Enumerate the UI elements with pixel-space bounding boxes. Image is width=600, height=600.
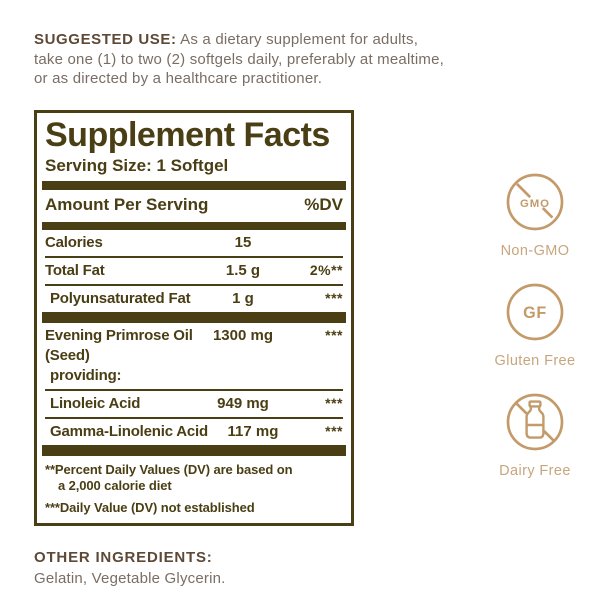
badge-label: Gluten Free: [494, 353, 576, 369]
divider-bar: [42, 445, 346, 456]
amount-per-serving-header: Amount Per Serving: [45, 195, 209, 214]
row-amount: 1300 mg: [212, 327, 274, 344]
supplement-facts-panel: Supplement Facts Serving Size: 1 Softgel…: [34, 110, 354, 526]
footnote-dv-not-established: ***Daily Value (DV) not established: [45, 500, 255, 515]
row-name: Total Fat: [45, 262, 105, 279]
divider-bar: [42, 222, 346, 230]
row-separator: [45, 256, 343, 258]
row-amount: 117 mg: [227, 423, 279, 440]
non-gmo-icon-text: GMO: [520, 198, 550, 210]
row-amount: 15: [234, 234, 252, 251]
row-name: Linoleic Acid: [50, 395, 141, 412]
row-dv: ***: [325, 423, 343, 439]
gluten-free-icon: GF: [506, 283, 564, 341]
row-name: Evening Primrose Oil: [45, 327, 193, 344]
divider-bar: [42, 312, 346, 323]
row-dv: ***: [325, 290, 343, 306]
table-row-linoleic-acid: Linoleic Acid 949 mg ***: [45, 391, 343, 417]
row-amount: 949 mg: [217, 395, 269, 412]
row-name: Polyunsaturated Fat: [50, 290, 191, 307]
other-ingredients-section: OTHER INGREDIENTS: Gelatin, Vegetable Gl…: [34, 547, 454, 589]
suggested-use-paragraph: SUGGESTED USE: As a dietary supplement f…: [34, 30, 450, 89]
table-row-gamma-linolenic-acid: Gamma-Linolenic Acid 117 mg ***: [45, 419, 343, 445]
row-amount: 1 g: [232, 290, 254, 307]
suggested-use-label: SUGGESTED USE:: [34, 31, 177, 48]
certification-badges: GMO Non-GMO GF Gluten Free Dairy Free: [489, 172, 581, 502]
row-separator: [45, 417, 343, 419]
footnote-line: a 2,000 calorie diet: [58, 478, 172, 493]
row-name-continued: providing:: [50, 367, 122, 384]
footnote-percent-dv: **Percent Daily Values (DV) are based on…: [45, 462, 343, 494]
row-separator: [45, 284, 343, 286]
row-name: Gamma-Linolenic Acid: [50, 423, 208, 440]
badge-dairy-free: Dairy Free: [489, 392, 581, 479]
other-ingredients-label: OTHER INGREDIENTS:: [34, 549, 213, 566]
serving-size: Serving Size: 1 Softgel: [45, 156, 229, 175]
badge-label: Dairy Free: [499, 463, 571, 479]
table-row-evening-primrose-oil: Evening Primrose Oil 1300 mg ***: [45, 323, 343, 347]
badge-gluten-free: GF Gluten Free: [489, 282, 581, 369]
row-dv: 2%**: [309, 262, 343, 278]
table-row-total-fat: Total Fat 1.5 g 2%**: [45, 258, 343, 284]
row-separator: [45, 389, 343, 391]
row-amount: 1.5 g: [225, 262, 261, 279]
dairy-free-icon: [506, 393, 564, 451]
table-row-polyunsaturated-fat: Polyunsaturated Fat 1 g ***: [45, 286, 343, 312]
gluten-free-icon-text: GF: [523, 304, 547, 322]
badge-non-gmo: GMO Non-GMO: [489, 172, 581, 259]
table-header-row: Amount Per Serving %DV: [45, 195, 343, 218]
row-name-continued: (Seed): [45, 347, 90, 364]
suggested-use-text: As a dietary supplement for adults, take…: [34, 31, 444, 87]
badge-label: Non-GMO: [500, 243, 570, 259]
row-dv: ***: [325, 327, 343, 343]
other-ingredients-text: Gelatin, Vegetable Glycerin.: [34, 570, 226, 587]
dv-header: %DV: [304, 195, 343, 214]
footnote-line: **Percent Daily Values (DV) are based on: [45, 462, 293, 477]
panel-title: Supplement Facts: [45, 116, 330, 154]
table-row-calories: Calories 15: [45, 230, 343, 256]
divider-bar: [42, 181, 346, 190]
non-gmo-icon: GMO: [506, 173, 564, 231]
row-dv: ***: [325, 395, 343, 411]
row-name: Calories: [45, 234, 103, 251]
